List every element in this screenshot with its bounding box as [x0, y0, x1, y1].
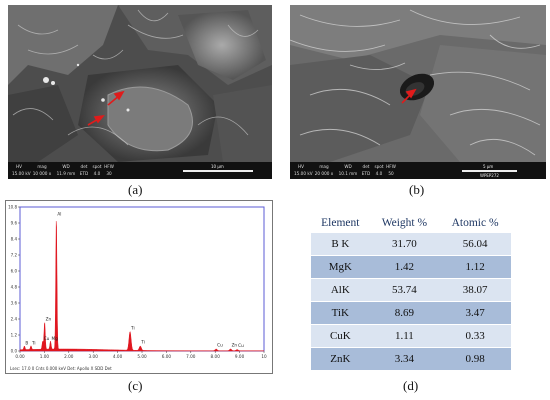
scale-bar	[183, 170, 253, 172]
cell-atomic: 1.12	[439, 255, 511, 279]
table-row: CuK 1.11 0.33	[311, 324, 511, 348]
cell-element: MgK	[311, 255, 370, 279]
x-tick-label: 6.00	[162, 354, 172, 359]
y-tick-label: 0.0	[11, 349, 18, 354]
cell-weight: 1.11	[369, 324, 440, 348]
red-arrow-icon	[87, 90, 125, 126]
x-tick-label: 7.00	[186, 354, 196, 359]
sem-databar-a: HV 15.00 kV mag 10 000 x WD 11.9 mm det ETD …	[8, 162, 272, 179]
peak-label: Zn	[46, 317, 52, 322]
y-tick-label: 1.2	[11, 333, 18, 338]
x-tick-label: 3.00	[89, 354, 99, 359]
x-tick-label: 10	[261, 354, 267, 359]
caption-b: (b)	[409, 182, 425, 197]
databar-spot: spot 4.0	[92, 164, 102, 176]
cell-weight: 31.70	[369, 233, 440, 256]
sem-fractograph-b	[290, 5, 546, 179]
x-tick-label: 8.00	[211, 354, 221, 359]
sem-image-a: HV 15.00 kV mag 10 000 x WD 11.9 mm det ETD …	[8, 5, 272, 179]
table-row: TiK 8.69 3.47	[311, 301, 511, 325]
table-row: B K 31.70 56.04	[311, 233, 511, 256]
databar-hv: HV 15.00 kV	[294, 164, 313, 176]
cell-element: ZnK	[311, 347, 370, 371]
peak-label: Zn	[232, 342, 238, 347]
cell-weight: 53.74	[369, 278, 440, 302]
x-tick-label: 1.00	[40, 354, 50, 359]
eds-footer: Lsec: 17.0 0 Cnts 0.000 keV Det: Apollo …	[10, 366, 112, 371]
y-tick-label: 2.4	[11, 317, 18, 322]
databar-det: det ETD	[361, 164, 371, 176]
databar-hfw: HFW 50	[386, 164, 396, 176]
databar-spot: spot 4.0	[374, 164, 384, 176]
cell-weight: 3.34	[369, 347, 440, 371]
databar-mag: mag 20 000 x	[314, 164, 334, 176]
peak-label: Ti	[31, 340, 36, 345]
y-tick-label: 8.4	[11, 237, 18, 242]
peak-label: Mg	[52, 336, 59, 341]
header-atomic: Atomic %	[451, 217, 499, 229]
cell-element: AlK	[311, 278, 370, 302]
sample-tag: WPEP272	[480, 173, 499, 178]
peak-label: Cu	[217, 342, 223, 347]
peak-label: Ti	[130, 325, 135, 330]
spectrum-area	[19, 221, 265, 352]
peak-label: B	[25, 340, 28, 345]
cell-atomic: 3.47	[439, 301, 511, 325]
y-tick-label: 10.8	[8, 205, 17, 210]
eds-spectrum: 0.0 1.2 2.4 3.6 4.8 6.0 7.2 8.4 9.6 10.8 0.00 1.00 2…	[5, 200, 273, 374]
cell-element: CuK	[311, 324, 370, 348]
caption-a: (a)	[128, 182, 143, 197]
cell-atomic: 56.04	[439, 233, 511, 256]
red-arrow-icon	[401, 88, 417, 104]
sem-databar-b: HV 15.00 kV mag 20 000 x WD 10.1 mm det ETD …	[290, 162, 546, 179]
table-header-row: Element Weight % Atomic %	[311, 213, 511, 233]
scale-bar	[462, 170, 517, 172]
table-row: MgK 1.42 1.12	[311, 255, 511, 279]
databar-hv: HV 15.00 kV	[12, 164, 31, 176]
peak-label: Ti	[140, 340, 145, 345]
peak-label: Cu	[238, 343, 244, 348]
x-tick-label: 2.00	[64, 354, 74, 359]
x-tick-label: 9.00	[235, 354, 245, 359]
y-tick-label: 9.6	[11, 221, 18, 226]
x-tick-label: 4.00	[113, 354, 123, 359]
eds-chart: 0.0 1.2 2.4 3.6 4.8 6.0 7.2 8.4 9.6 10.8 0.00 1.00 2…	[8, 205, 267, 360]
scale-label: 5 μm	[483, 164, 494, 169]
cell-weight: 1.42	[369, 255, 440, 279]
cell-element: B K	[311, 233, 370, 256]
y-tick-label: 7.2	[11, 253, 18, 258]
y-tick-label: 6.0	[11, 269, 18, 274]
cell-element: TiK	[311, 301, 370, 325]
x-tick-label: 0.00	[15, 354, 25, 359]
peak-label: Al	[57, 212, 61, 217]
cell-atomic: 0.98	[439, 347, 511, 371]
databar-det: det ETD	[79, 164, 89, 176]
databar-hfw: HFW 30	[104, 164, 114, 176]
y-tick-label: 4.8	[11, 285, 18, 290]
header-weight: Weight %	[381, 217, 428, 229]
cell-atomic: 38.07	[439, 278, 511, 302]
x-tick-label: 5.00	[137, 354, 147, 359]
caption-d: (d)	[403, 378, 419, 393]
table-row: AlK 53.74 38.07	[311, 278, 511, 302]
header-element: Element	[321, 217, 360, 229]
scale-label: 10 μm	[211, 164, 224, 169]
table-row: ZnK 3.34 0.98	[311, 347, 511, 371]
cell-atomic: 0.33	[439, 324, 511, 348]
caption-c: (c)	[128, 378, 143, 393]
sem-image-b: HV 15.00 kV mag 20 000 x WD 10.1 mm det ETD …	[290, 5, 546, 179]
peak-label: Cu	[44, 336, 50, 341]
databar-mag: mag 10 000 x	[32, 164, 52, 176]
databar-wd: WD 10.1 mm	[338, 164, 358, 176]
cell-weight: 8.69	[369, 301, 440, 325]
y-tick-label: 3.6	[11, 301, 18, 306]
composition-table: Element Weight % Atomic % B K 31.70 56.04 M…	[311, 213, 511, 371]
databar-wd: WD 11.9 mm	[56, 164, 76, 176]
sem-fractograph-a	[8, 5, 272, 179]
